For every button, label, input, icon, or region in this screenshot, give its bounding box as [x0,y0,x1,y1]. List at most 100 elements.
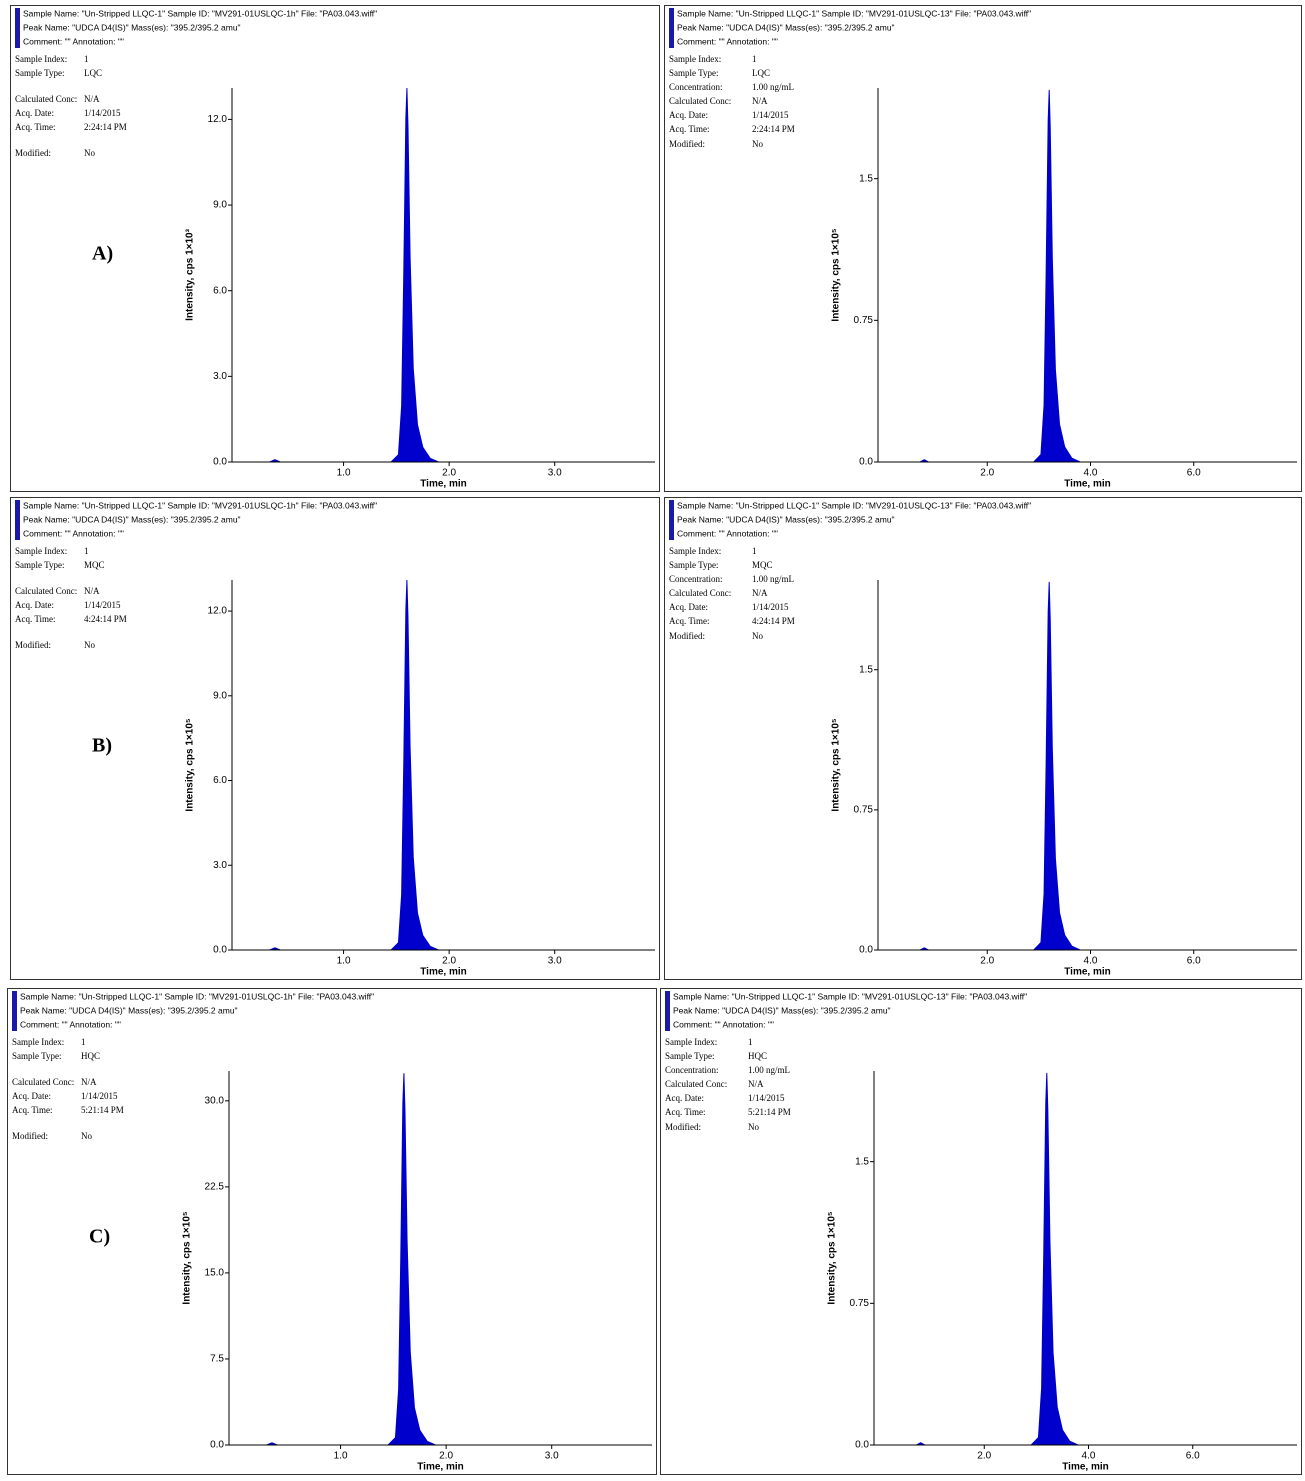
header-line: Comment: "" Annotation: "" [20,1019,121,1029]
info-value: No [84,640,95,650]
panel-border [664,497,1302,980]
info-value: 1/14/2015 [752,110,789,120]
info-value: 4:24:14 PM [84,614,127,624]
info-label: Concentration: [669,574,723,584]
x-tick-label: 1.0 [334,1451,348,1462]
info-label: Modified: [669,139,705,149]
info-label: Acq. Date: [15,108,54,118]
y-tick-label: 1.5 [859,173,873,184]
header-line: Peak Name: "UDCA D4(IS)" Mass(es): "395.… [677,22,895,32]
y-tick-label: 1.5 [859,664,873,675]
info-value: 1.00 ng/mL [752,574,794,584]
x-tick-label: 2.0 [977,1451,991,1462]
header-bar [669,8,674,48]
x-axis-title: Time, min [420,479,467,490]
header-line: Peak Name: "UDCA D4(IS)" Mass(es): "395.… [673,1005,891,1015]
y-axis-title: Intensity, cps 1×10⁵ [185,718,196,811]
info-label: Acq. Date: [669,110,708,120]
info-value: 1.00 ng/mL [748,1065,790,1075]
header-bar [15,8,20,48]
x-tick-label: 3.0 [545,1451,559,1462]
y-axis-title: Intensity, cps 1×10³ [185,228,196,320]
y-axis-title: Intensity, cps 1×10⁵ [831,718,842,811]
x-axis-title: Time, min [420,967,467,978]
y-tick-label: 0.0 [210,1440,224,1451]
info-value: 1 [84,54,89,64]
info-label: Modified: [15,148,51,158]
y-tick-label: 0.75 [850,1298,870,1309]
y-tick-label: 30.0 [205,1095,225,1106]
info-label: Sample Type: [15,68,64,78]
panel-label: A) [92,243,113,265]
info-value: 1 [81,1037,86,1047]
chromatogram-peak [884,581,1297,951]
x-axis-title: Time, min [1064,479,1111,490]
y-axis-title: Intensity, cps 1×10⁵ [827,1211,838,1304]
x-tick-label: 4.0 [1082,1451,1096,1462]
info-value: 1 [748,1037,753,1047]
info-label: Sample Type: [15,560,64,570]
header-line: Comment: "" Annotation: "" [677,528,778,538]
y-tick-label: 12.0 [208,606,228,617]
info-label: Calculated Conc: [669,588,731,598]
info-value: 1/14/2015 [81,1091,118,1101]
info-label: Calculated Conc: [15,586,77,596]
x-tick-label: 2.0 [442,956,456,967]
header-bar [669,500,674,540]
x-tick-label: 2.0 [980,956,994,967]
x-tick-label: 6.0 [1186,1451,1200,1462]
info-label: Sample Index: [665,1037,717,1047]
info-value: 2:24:14 PM [752,124,795,134]
header-line: Comment: "" Annotation: "" [673,1019,774,1029]
info-value: No [81,1131,92,1141]
panel-label: C) [89,1226,110,1248]
header-line: Sample Name: "Un-Stripped LLQC-1" Sample… [20,991,374,1001]
info-label: Sample Index: [15,546,67,556]
info-value: 1/14/2015 [84,108,121,118]
info-label: Concentration: [669,82,723,92]
x-tick-label: 2.0 [439,1451,453,1462]
header-line: Peak Name: "UDCA D4(IS)" Mass(es): "395.… [23,514,241,524]
info-value: MQC [752,560,773,570]
info-label: Sample Type: [669,68,718,78]
y-axis-title: Intensity, cps 1×10⁵ [831,228,842,321]
info-value: LQC [752,68,770,78]
y-tick-label: 0.0 [213,457,227,468]
info-value: No [752,139,763,149]
header-line: Peak Name: "UDCA D4(IS)" Mass(es): "395.… [677,514,895,524]
panel-border [660,988,1302,1475]
x-tick-label: 4.0 [1084,956,1098,967]
header-line: Sample Name: "Un-Stripped LLQC-1" Sample… [23,8,377,18]
panel: Sample Name: "Un-Stripped LLQC-1" Sample… [10,5,660,492]
info-value: 4:24:14 PM [752,616,795,626]
y-tick-label: 3.0 [213,371,227,382]
info-value: N/A [752,96,768,106]
info-label: Acq. Time: [12,1105,53,1115]
header-line: Sample Name: "Un-Stripped LLQC-1" Sample… [677,500,1031,510]
info-value: 1 [752,54,757,64]
info-label: Acq. Date: [12,1091,51,1101]
panel: Sample Name: "Un-Stripped LLQC-1" Sample… [7,988,657,1475]
info-value: 2:24:14 PM [84,122,127,132]
y-tick-label: 0.0 [855,1440,869,1451]
y-tick-label: 3.0 [213,860,227,871]
info-value: N/A [752,588,768,598]
chromatogram-peak [238,579,655,951]
y-tick-label: 0.0 [859,945,873,956]
info-label: Modified: [669,631,705,641]
y-tick-label: 0.75 [854,315,874,326]
x-tick-label: 3.0 [548,956,562,967]
info-label: Acq. Time: [665,1107,706,1117]
y-tick-label: 0.0 [859,457,873,468]
header-bar [665,991,670,1031]
y-tick-label: 22.5 [205,1182,225,1193]
info-value: 1/14/2015 [748,1093,785,1103]
panel: Sample Name: "Un-Stripped LLQC-1" Sample… [660,988,1302,1475]
chromatogram-peak [238,87,655,463]
y-tick-label: 15.0 [205,1268,225,1279]
y-tick-label: 0.75 [854,804,874,815]
y-axis-title: Intensity, cps 1×10⁵ [182,1211,193,1304]
info-value: N/A [84,94,100,104]
x-tick-label: 4.0 [1084,468,1098,479]
